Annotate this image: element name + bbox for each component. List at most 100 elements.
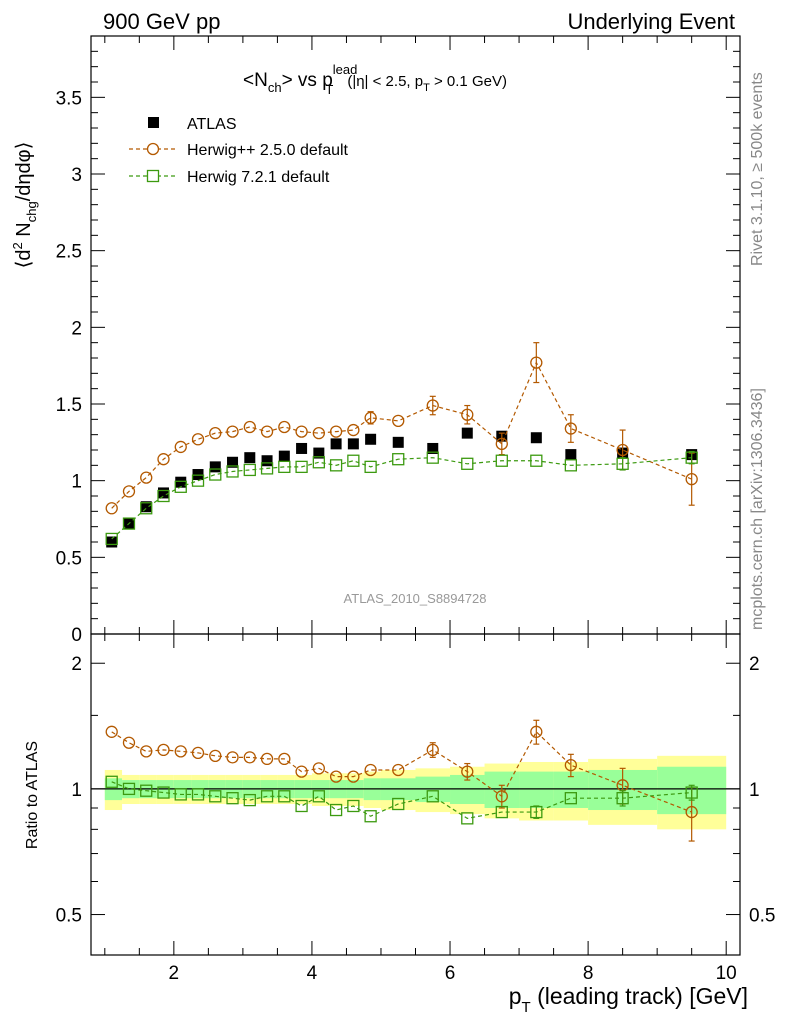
main-y-tick-label: 3.5 <box>56 88 82 109</box>
main-series-herwig-2-5-0-default <box>105 342 698 515</box>
main-point-atlas <box>461 427 473 439</box>
ratio-point-herwig-7-2-1-default <box>191 788 205 801</box>
main-point-herwig-7-2-1-default <box>364 460 377 474</box>
main-point-herwig-7-2-1-default <box>191 474 205 487</box>
main-point-herwig-7-2-1-default <box>392 453 405 466</box>
main-point-herwig-7-2-1-default <box>312 456 325 469</box>
ratio-point-herwig-7-2-1-default <box>140 784 153 797</box>
ratio-y-axis-label: Ratio to ATLAS <box>24 741 41 849</box>
main-point-herwig-2-5-0-default <box>140 471 153 484</box>
main-point-atlas <box>347 438 359 450</box>
main-point-atlas <box>565 449 577 461</box>
ratio-point-herwig-2-5-0-default <box>209 749 222 762</box>
ratio-y-tick-label-right: 2 <box>749 654 760 675</box>
main-series-atlas <box>106 427 698 548</box>
header-collision-label: 900 GeV pp <box>103 9 220 34</box>
ratio-point-herwig-2-5-0-default <box>329 770 343 783</box>
ratio-series-herwig-7-2-1-default <box>105 775 698 825</box>
main-point-atlas <box>140 501 152 513</box>
main-point-atlas <box>157 487 169 499</box>
main-y-tick-label: 1.5 <box>56 395 82 416</box>
ratio-point-herwig-2-5-0-default <box>392 763 405 777</box>
legend-label-herwigpp: Herwig++ 2.5.0 default <box>187 142 349 159</box>
ratio-point-herwig-7-2-1-default <box>243 793 256 807</box>
x-tick-label: 4 <box>307 963 318 984</box>
main-point-atlas <box>261 455 273 467</box>
ratio-point-herwig-7-2-1-default <box>295 799 308 813</box>
ratio-point-herwig-7-2-1-default <box>364 810 377 823</box>
legend-label-atlas: ATLAS <box>187 116 237 133</box>
main-point-herwig-2-5-0-default <box>174 440 187 454</box>
ratio-point-herwig-7-2-1-default <box>392 797 405 811</box>
main-point-herwig-7-2-1-default <box>426 451 439 464</box>
ratio-point-herwig-2-5-0-default <box>461 765 474 778</box>
ratio-point-herwig-7-2-1-default <box>226 792 239 805</box>
main-point-herwig-2-5-0-default <box>122 485 136 498</box>
main-point-herwig-2-5-0-default <box>278 420 291 434</box>
main-point-herwig-2-5-0-default <box>461 408 474 421</box>
main-point-herwig-2-5-0-default <box>312 426 325 440</box>
main-y-tick-label: 3 <box>71 165 82 186</box>
main-point-atlas <box>530 432 542 444</box>
main-point-herwig-2-5-0-default <box>392 414 405 428</box>
main-point-herwig-7-2-1-default <box>174 480 187 493</box>
ratio-point-herwig-7-2-1-default <box>564 792 577 805</box>
legend-marker-herwig7 <box>146 169 160 183</box>
main-point-herwig-2-5-0-default <box>260 425 274 438</box>
ratio-point-herwig-7-2-1-default <box>174 788 187 801</box>
main-point-atlas <box>106 536 118 548</box>
x-tick-label: 2 <box>169 963 180 984</box>
main-point-herwig-7-2-1-default <box>564 459 577 472</box>
main-point-herwig-2-5-0-default <box>347 423 360 437</box>
ratio-plot-series <box>105 719 698 842</box>
ratio-point-herwig-7-2-1-default <box>260 790 274 803</box>
ratio-point-herwig-7-2-1-default <box>530 805 543 819</box>
x-tick-label: 6 <box>445 963 456 984</box>
ratio-point-herwig-7-2-1-default <box>209 790 222 803</box>
main-point-herwig-2-5-0-default <box>295 425 308 438</box>
main-point-atlas <box>227 456 239 468</box>
main-point-herwig-2-5-0-default <box>530 356 543 369</box>
ratio-point-herwig-2-5-0-default <box>278 752 291 766</box>
main-point-atlas <box>175 476 187 488</box>
ratio-point-herwig-7-2-1-default <box>157 786 170 799</box>
ratio-point-herwig-2-5-0-default <box>260 752 274 766</box>
ratio-y-tick-label: 2 <box>71 654 82 675</box>
ratio-point-herwig-2-5-0-default <box>140 745 153 758</box>
main-point-herwig-7-2-1-default <box>461 457 474 470</box>
main-point-atlas <box>330 438 342 450</box>
main-point-herwig-2-5-0-default <box>243 420 256 434</box>
main-point-herwig-7-2-1-default <box>122 517 136 530</box>
ratio-point-herwig-7-2-1-default <box>461 812 474 825</box>
main-point-herwig-7-2-1-default <box>140 502 153 515</box>
ratio-y-tick-label: 1 <box>71 780 82 801</box>
ratio-point-herwig-7-2-1-default <box>278 790 291 803</box>
main-point-herwig-2-5-0-default <box>616 443 629 457</box>
main-point-herwig-7-2-1-default <box>495 454 508 467</box>
main-point-atlas <box>427 442 439 454</box>
ratio-point-herwig-2-5-0-default <box>564 758 577 772</box>
main-point-herwig-7-2-1-default <box>105 532 118 546</box>
ratio-point-herwig-2-5-0-default <box>243 751 256 764</box>
main-point-herwig-2-5-0-default <box>426 399 439 412</box>
main-axis-ticks: 0 0.5 1 1.5 2 2.5 3 3.5 <box>56 36 740 646</box>
main-point-herwig-7-2-1-default <box>243 463 256 477</box>
ratio-point-herwig-7-2-1-default <box>329 803 343 817</box>
main-point-atlas <box>296 442 308 454</box>
main-point-herwig-7-2-1-default <box>347 454 360 467</box>
ratio-point-herwig-2-5-0-default <box>122 736 136 749</box>
x-tick-label: 10 <box>716 963 737 984</box>
main-point-herwig-2-5-0-default <box>209 426 222 440</box>
main-point-herwig-7-2-1-default <box>295 460 308 474</box>
ratio-point-herwig-7-2-1-default <box>347 799 360 813</box>
main-y-tick-label: 0 <box>71 625 82 646</box>
main-point-herwig-2-5-0-default <box>364 411 377 424</box>
main-point-herwig-7-2-1-default <box>260 462 274 475</box>
legend-marker-atlas <box>148 117 159 128</box>
rivet-version-label: Rivet 3.1.10, ≥ 500k events <box>749 72 766 266</box>
main-point-herwig-2-5-0-default <box>495 437 508 451</box>
ratio-point-herwig-2-5-0-default <box>616 779 629 792</box>
main-y-tick-label: 2 <box>71 318 82 339</box>
main-point-atlas <box>313 447 325 459</box>
